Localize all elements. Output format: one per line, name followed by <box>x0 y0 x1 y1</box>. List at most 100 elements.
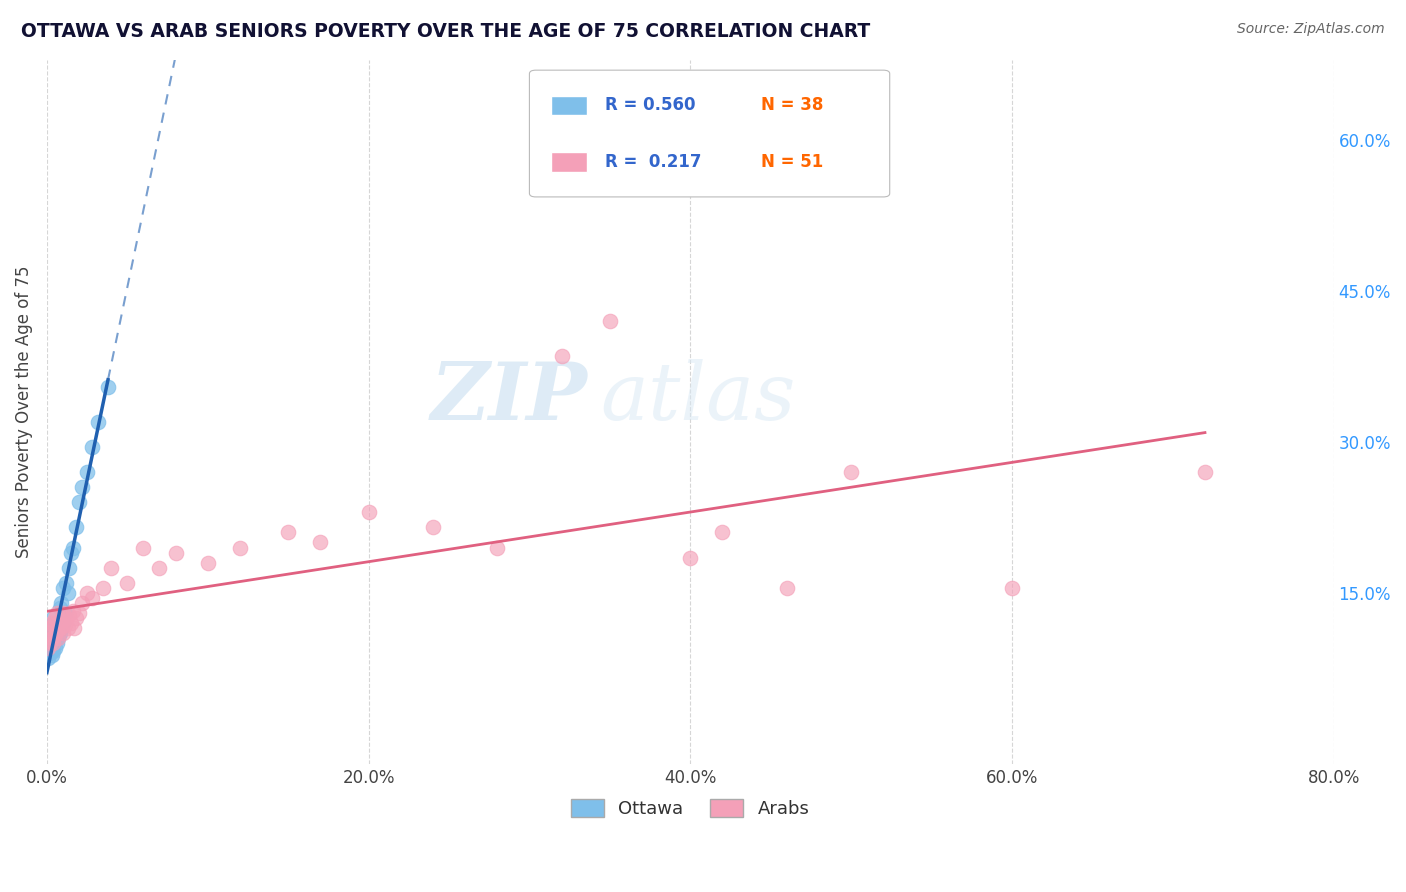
Point <box>165 545 187 559</box>
Text: OTTAWA VS ARAB SENIORS POVERTY OVER THE AGE OF 75 CORRELATION CHART: OTTAWA VS ARAB SENIORS POVERTY OVER THE … <box>21 22 870 41</box>
Legend: Ottawa, Arabs: Ottawa, Arabs <box>564 791 817 825</box>
FancyBboxPatch shape <box>551 152 588 171</box>
Point <box>58 560 80 574</box>
Point <box>52 626 75 640</box>
Text: Source: ZipAtlas.com: Source: ZipAtlas.com <box>1237 22 1385 37</box>
Point <box>80 591 103 605</box>
Point <box>42 644 65 658</box>
Point <box>37 651 59 665</box>
Point <box>41 648 63 662</box>
Point <box>229 541 252 555</box>
Point <box>37 641 59 656</box>
Point <box>44 641 66 656</box>
Text: N = 38: N = 38 <box>761 96 824 114</box>
Text: R =  0.217: R = 0.217 <box>606 153 702 170</box>
Point <box>55 575 77 590</box>
Point <box>357 505 380 519</box>
Point <box>52 581 75 595</box>
Point <box>76 465 98 479</box>
Text: R = 0.560: R = 0.560 <box>606 96 696 114</box>
Point <box>51 614 73 628</box>
Point <box>711 525 734 540</box>
Point <box>39 636 62 650</box>
Point <box>45 621 67 635</box>
Point <box>46 615 69 630</box>
Point <box>117 575 139 590</box>
FancyBboxPatch shape <box>530 70 890 197</box>
Point <box>39 626 62 640</box>
Point <box>132 541 155 555</box>
Point <box>67 495 90 509</box>
Point <box>1194 465 1216 479</box>
Point <box>91 581 114 595</box>
Point <box>63 621 86 635</box>
Point <box>51 621 73 635</box>
Point <box>67 606 90 620</box>
Point <box>776 581 799 595</box>
Text: ZIP: ZIP <box>430 359 588 436</box>
Point <box>80 440 103 454</box>
Point <box>45 624 67 638</box>
Point <box>46 631 69 645</box>
Point <box>65 611 87 625</box>
Point <box>42 621 65 635</box>
Point <box>42 611 65 625</box>
Point <box>44 628 66 642</box>
Point <box>41 631 63 645</box>
Point <box>49 621 72 635</box>
Point <box>839 465 862 479</box>
Point <box>39 621 62 635</box>
Point <box>60 545 83 559</box>
Point <box>41 631 63 645</box>
Point <box>60 615 83 630</box>
Point <box>49 626 72 640</box>
Point <box>65 520 87 534</box>
Point <box>679 550 702 565</box>
Point <box>53 606 76 620</box>
Point <box>72 596 94 610</box>
Point <box>46 615 69 630</box>
Y-axis label: Seniors Poverty Over the Age of 75: Seniors Poverty Over the Age of 75 <box>15 266 32 558</box>
Point <box>58 607 80 622</box>
Point <box>41 615 63 630</box>
Point <box>87 415 110 429</box>
Point <box>53 618 76 632</box>
Point <box>45 636 67 650</box>
Point <box>55 611 77 625</box>
Point <box>39 636 62 650</box>
Text: N = 51: N = 51 <box>761 153 824 170</box>
Point <box>72 480 94 494</box>
Point <box>42 636 65 650</box>
Point <box>52 606 75 620</box>
Point <box>37 641 59 656</box>
Point <box>37 626 59 640</box>
Point <box>49 600 72 615</box>
FancyBboxPatch shape <box>551 95 588 115</box>
Point <box>44 628 66 642</box>
Point <box>39 646 62 660</box>
Point <box>42 618 65 632</box>
Point <box>76 586 98 600</box>
Point <box>97 379 120 393</box>
Point <box>56 621 79 635</box>
Point <box>51 596 73 610</box>
Point <box>148 560 170 574</box>
Point <box>42 636 65 650</box>
Point <box>1001 581 1024 595</box>
Point <box>197 556 219 570</box>
Text: atlas: atlas <box>600 359 796 436</box>
Point <box>41 641 63 656</box>
Point <box>309 535 332 549</box>
Point <box>44 615 66 630</box>
Point <box>56 586 79 600</box>
Point <box>45 606 67 620</box>
Point <box>62 604 84 618</box>
Point <box>52 615 75 630</box>
Point <box>550 350 572 364</box>
Point <box>422 520 444 534</box>
Point <box>100 560 122 574</box>
Point <box>599 314 621 328</box>
Point <box>277 525 299 540</box>
Point <box>46 631 69 645</box>
Point <box>44 611 66 625</box>
